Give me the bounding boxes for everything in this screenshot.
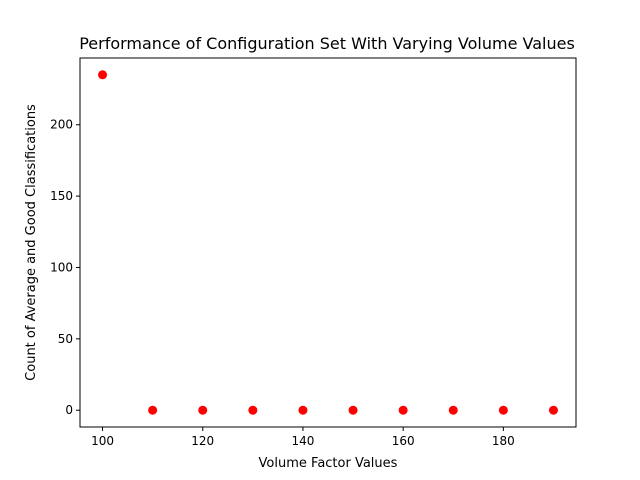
data-point <box>448 405 458 415</box>
data-point <box>248 405 258 415</box>
y-tick-label: 150 <box>50 189 73 203</box>
y-tick-label: 0 <box>65 403 73 417</box>
data-point <box>198 405 208 415</box>
data-point <box>548 405 558 415</box>
data-point <box>348 405 358 415</box>
x-tick-label: 160 <box>392 434 415 448</box>
chart-title: Performance of Configuration Set With Va… <box>79 34 575 53</box>
data-point <box>498 405 508 415</box>
x-tick-label: 100 <box>91 434 114 448</box>
x-axis-ticks: 100 120 140 160 180 <box>91 427 515 448</box>
data-points <box>98 70 558 415</box>
y-tick-label: 50 <box>58 332 73 346</box>
plot-frame <box>79 57 577 428</box>
x-tick-label: 180 <box>492 434 515 448</box>
y-axis-label: Count of Average and Good Classification… <box>24 104 39 381</box>
data-point <box>298 405 308 415</box>
x-axis-label: Volume Factor Values <box>259 456 398 471</box>
data-point <box>98 70 108 80</box>
y-tick-label: 200 <box>50 118 73 132</box>
y-axis-ticks: 0 50 100 150 200 <box>50 118 80 417</box>
data-point <box>148 405 158 415</box>
x-tick-label: 120 <box>191 434 214 448</box>
y-tick-label: 100 <box>50 260 73 274</box>
x-tick-label: 140 <box>291 434 314 448</box>
data-point <box>398 405 408 415</box>
